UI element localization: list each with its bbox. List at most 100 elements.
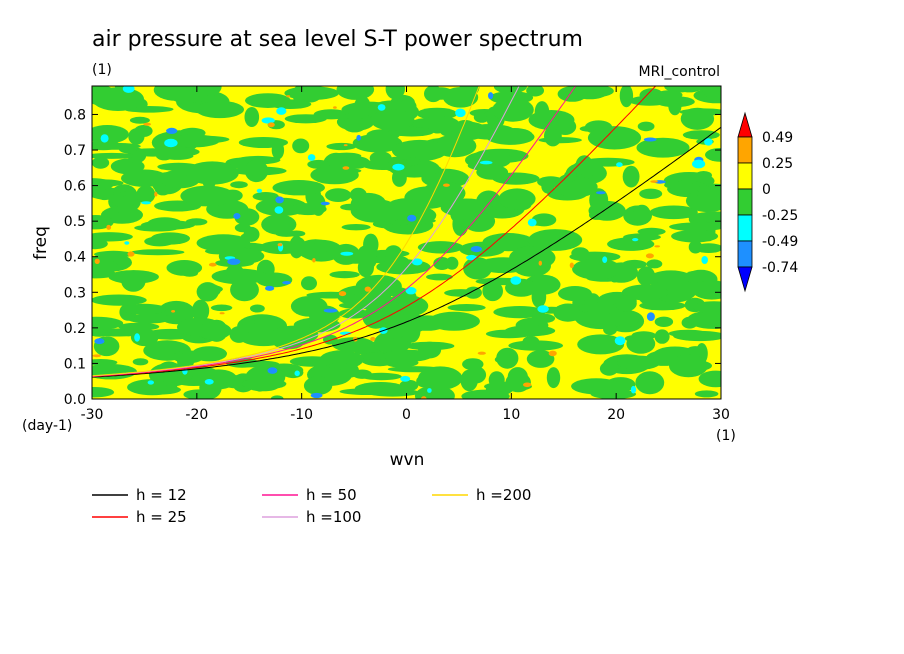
y-tick-label: 0.4 — [64, 250, 86, 266]
field-patch — [94, 250, 133, 258]
field-patch — [360, 372, 402, 381]
field-patch — [128, 128, 145, 145]
field-patch — [696, 185, 711, 193]
field-patch — [118, 322, 160, 331]
field-patch — [400, 375, 411, 382]
field-patch — [509, 246, 556, 270]
field-patch — [398, 99, 417, 114]
field-patch — [370, 336, 376, 341]
field-patch — [134, 333, 141, 342]
field-patch — [395, 217, 436, 224]
field-patch — [522, 335, 540, 348]
field-patch — [531, 306, 572, 314]
field-patch — [621, 284, 669, 301]
field-patch — [92, 232, 133, 242]
colorbar-label: 0.25 — [762, 156, 793, 172]
field-patch — [147, 380, 154, 385]
field-patch — [704, 138, 713, 146]
field-patch — [343, 144, 348, 147]
field-patch — [185, 218, 208, 226]
field-patch — [92, 178, 114, 191]
field-patch — [637, 266, 656, 287]
field-patch — [445, 256, 459, 270]
field-patch — [476, 164, 509, 180]
field-patch — [571, 247, 590, 259]
field-patch — [695, 171, 712, 180]
field-patch — [92, 328, 110, 337]
field-patch — [265, 285, 275, 291]
field-patch — [639, 300, 686, 311]
field-patch — [636, 137, 690, 158]
field-patch — [417, 241, 464, 254]
field-patch — [338, 301, 385, 310]
field-patch — [121, 270, 146, 292]
field-patch — [338, 291, 347, 297]
legend-label: h = 12 — [136, 486, 187, 504]
y-tick-label: 0.8 — [64, 107, 86, 123]
field-patch — [312, 258, 316, 263]
field-patch — [682, 130, 720, 140]
field-patch — [338, 308, 369, 319]
y-tick-label: 0.6 — [64, 179, 86, 195]
field-patch — [455, 108, 466, 118]
field-patch — [326, 142, 357, 151]
y-axis-label: freq — [31, 226, 51, 260]
field-patch — [340, 362, 359, 378]
chart-title: air pressure at sea level S-T power spec… — [92, 27, 583, 52]
field-patch — [654, 245, 661, 248]
field-patch — [534, 101, 550, 123]
colorbar-label: 0 — [762, 182, 771, 198]
field-patch — [120, 169, 168, 187]
curve-200 — [92, 86, 480, 377]
x-tick-label: -10 — [290, 407, 313, 423]
field-patch — [342, 166, 350, 170]
field-patch — [392, 163, 405, 171]
field-patch — [462, 358, 484, 371]
x-tick-label: 30 — [712, 407, 730, 423]
field-patch — [208, 262, 217, 267]
field-patch — [571, 378, 622, 395]
field-patch — [572, 258, 622, 280]
field-patch — [694, 243, 721, 253]
field-patch — [332, 337, 375, 352]
field-patch — [370, 109, 415, 131]
field-patch — [333, 106, 337, 109]
field-patch — [225, 264, 244, 281]
field-patch — [631, 331, 657, 340]
field-patch — [531, 313, 556, 324]
field-patch — [92, 316, 124, 330]
field-patch — [204, 379, 214, 385]
field-patch — [270, 395, 284, 399]
field-patch — [261, 117, 275, 124]
field-patch — [669, 354, 708, 378]
field-patch — [616, 355, 661, 370]
field-patch — [267, 367, 278, 374]
field-patch — [92, 87, 144, 111]
field-patch — [310, 165, 359, 185]
field-patch — [440, 198, 493, 218]
field-patch — [646, 312, 655, 321]
field-patch — [169, 134, 220, 148]
field-patch — [377, 104, 386, 111]
y-tick-label: 0.2 — [64, 321, 86, 337]
chart-model-label: MRI_control — [639, 64, 720, 80]
field-patch — [282, 281, 291, 285]
field-patch — [546, 367, 561, 389]
colorbar-segment — [737, 111, 753, 138]
field-patch — [558, 286, 592, 302]
field-patch — [470, 246, 482, 253]
field-patch — [694, 390, 719, 398]
field-patch — [538, 137, 582, 144]
field-patch — [329, 271, 360, 279]
field-patch — [623, 233, 661, 241]
field-patch — [526, 350, 555, 368]
field-patch — [701, 256, 708, 264]
chart-subtitle-unit: (1) — [92, 62, 112, 78]
field-patch — [587, 126, 642, 150]
field-patch — [639, 88, 664, 103]
field-patch — [195, 100, 244, 119]
field-patch — [654, 316, 674, 327]
field-patch — [538, 260, 542, 266]
field-patch — [289, 356, 335, 367]
